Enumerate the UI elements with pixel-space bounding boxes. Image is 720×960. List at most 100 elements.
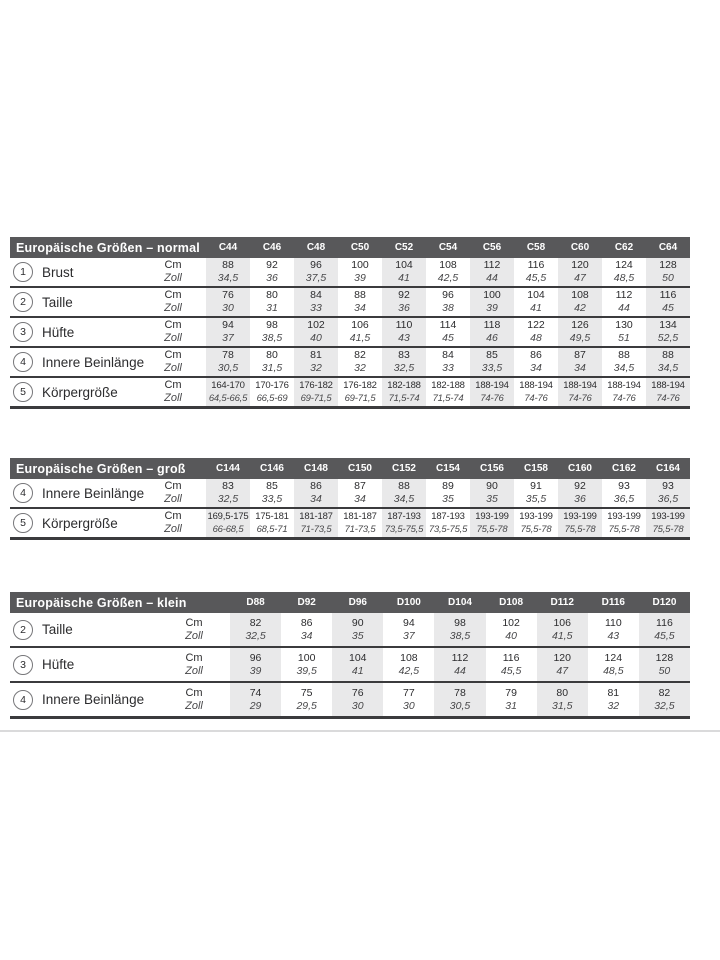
row-number-badge: 5 [13, 382, 33, 402]
unit-label-zoll: Zoll [164, 523, 182, 535]
cm-value: 124 [604, 651, 623, 664]
cm-value: 86 [310, 480, 322, 492]
cm-value: 100 [351, 259, 369, 271]
table-title: Europäische Größen – klein [16, 595, 187, 610]
cm-value: 96 [249, 651, 262, 664]
cm-value: 96 [442, 289, 454, 301]
cm-value: 187-193 [387, 511, 421, 522]
zoll-value: 73,5-75,5 [428, 524, 468, 535]
size-column-header: D96 [348, 597, 367, 608]
value-cell: 87 34 [338, 479, 382, 507]
cm-value: 112 [483, 259, 501, 271]
zoll-value: 34,5 [393, 493, 415, 505]
cm-value: 82 [658, 686, 671, 699]
value-cell: 84 33 [294, 288, 338, 316]
cm-value: 94 [403, 616, 415, 629]
zoll-value: 42,5 [398, 664, 420, 677]
value-cell: 112 44 [602, 288, 646, 316]
cm-value: 120 [553, 651, 571, 664]
cm-value: 93 [618, 480, 630, 492]
zoll-value: 49,5 [569, 332, 591, 344]
zoll-value: 44 [454, 664, 466, 677]
value-cell: 108 42,5 [383, 648, 434, 681]
page-divider-line [0, 730, 720, 732]
row-label-cell: 5 Körpergröße [10, 378, 140, 406]
zoll-value: 34 [300, 629, 313, 642]
cm-value: 130 [615, 319, 633, 331]
value-cell: 188-194 74-76 [514, 378, 558, 406]
cm-value: 188-194 [651, 380, 685, 391]
cm-value: 88 [222, 259, 234, 271]
size-column-header: C56 [482, 242, 502, 253]
cm-value: 193-199 [475, 511, 509, 522]
zoll-value: 36,5 [613, 493, 635, 505]
row-label-cell: 4 Innere Beinlänge [10, 348, 144, 376]
value-cell: 93 36,5 [646, 479, 690, 507]
row-label-cell: 5 Körpergröße [10, 509, 140, 537]
value-cell: 112 44 [434, 648, 486, 681]
zoll-value: 71-73,5 [344, 524, 376, 535]
value-cell: 74 29 [230, 683, 282, 716]
cm-value: 122 [527, 319, 545, 331]
value-cell: 128 50 [646, 258, 690, 286]
row-label: Hüfte [42, 657, 75, 672]
unit-label-zoll: Zoll [185, 699, 203, 712]
value-cell: 96 37,5 [294, 258, 338, 286]
table-row: 1 Brust Cm Zoll 88 34,5 92 36 96 37,5 100 39 104 41 10… [10, 258, 690, 286]
zoll-value: 33 [310, 302, 322, 314]
unit-cell: Cm Zoll [140, 318, 206, 346]
value-cell: 193-199 75,5-78 [514, 509, 558, 537]
zoll-value: 41 [398, 272, 410, 284]
cm-value: 88 [398, 480, 410, 492]
cm-value: 170-176 [255, 380, 289, 391]
cm-value: 128 [655, 651, 674, 664]
cm-value: 84 [442, 349, 454, 361]
value-cell: 120 47 [558, 258, 602, 286]
zoll-value: 35 [442, 493, 454, 505]
row-label-cell: 1 Brust [10, 258, 140, 286]
row-label-cell: 2 Taille [10, 613, 158, 646]
cm-value: 81 [607, 686, 620, 699]
cm-value: 102 [502, 616, 520, 629]
cm-value: 100 [483, 289, 501, 301]
row-number-badge: 4 [13, 352, 33, 372]
cm-value: 76 [222, 289, 234, 301]
cm-value: 116 [502, 651, 520, 664]
value-cell: 110 43 [382, 318, 426, 346]
zoll-value: 35,5 [525, 493, 547, 505]
row-label: Hüfte [42, 324, 75, 340]
value-cell: 181-187 71-73,5 [294, 509, 338, 537]
cm-value: 85 [266, 480, 278, 492]
table-row: 5 Körpergröße Cm Zoll 169,5-175 66-68,5 175-18… [10, 507, 690, 537]
value-cell: 176-182 69-71,5 [294, 378, 338, 406]
size-column-header: D88 [246, 597, 265, 608]
size-column-header: C148 [304, 463, 328, 474]
cm-value: 93 [662, 480, 674, 492]
zoll-value: 43 [398, 332, 410, 344]
table-row: 4 Innere Beinlänge Cm Zoll 83 32,5 85 33,5 86 34 8… [10, 479, 690, 507]
row-number-badge: 4 [13, 483, 33, 503]
unit-label-cm: Cm [164, 510, 182, 522]
zoll-value: 39,5 [296, 664, 317, 677]
value-cell: 188-194 74-76 [470, 378, 514, 406]
zoll-value: 71,5-74 [388, 393, 420, 404]
value-cell: 88 34,5 [206, 258, 250, 286]
unit-label-cm: Cm [164, 480, 182, 492]
value-cell: 116 45,5 [638, 613, 690, 646]
value-cell: 124 48,5 [588, 648, 639, 681]
size-column-header: C154 [436, 463, 460, 474]
unit-cell: Cm Zoll [140, 479, 206, 507]
value-cell: 80 31,5 [536, 683, 588, 716]
row-label: Brust [42, 264, 74, 280]
zoll-value: 75,5-78 [520, 524, 552, 535]
unit-label-zoll: Zoll [164, 302, 182, 314]
cm-value: 98 [266, 319, 278, 331]
value-cell: 104 41 [514, 288, 558, 316]
value-cell: 106 41,5 [338, 318, 382, 346]
value-cell: 88 34 [338, 288, 382, 316]
value-cell: 92 36 [382, 288, 426, 316]
value-cell: 124 48,5 [602, 258, 646, 286]
cm-value: 110 [395, 319, 413, 331]
unit-label-cm: Cm [164, 349, 182, 361]
